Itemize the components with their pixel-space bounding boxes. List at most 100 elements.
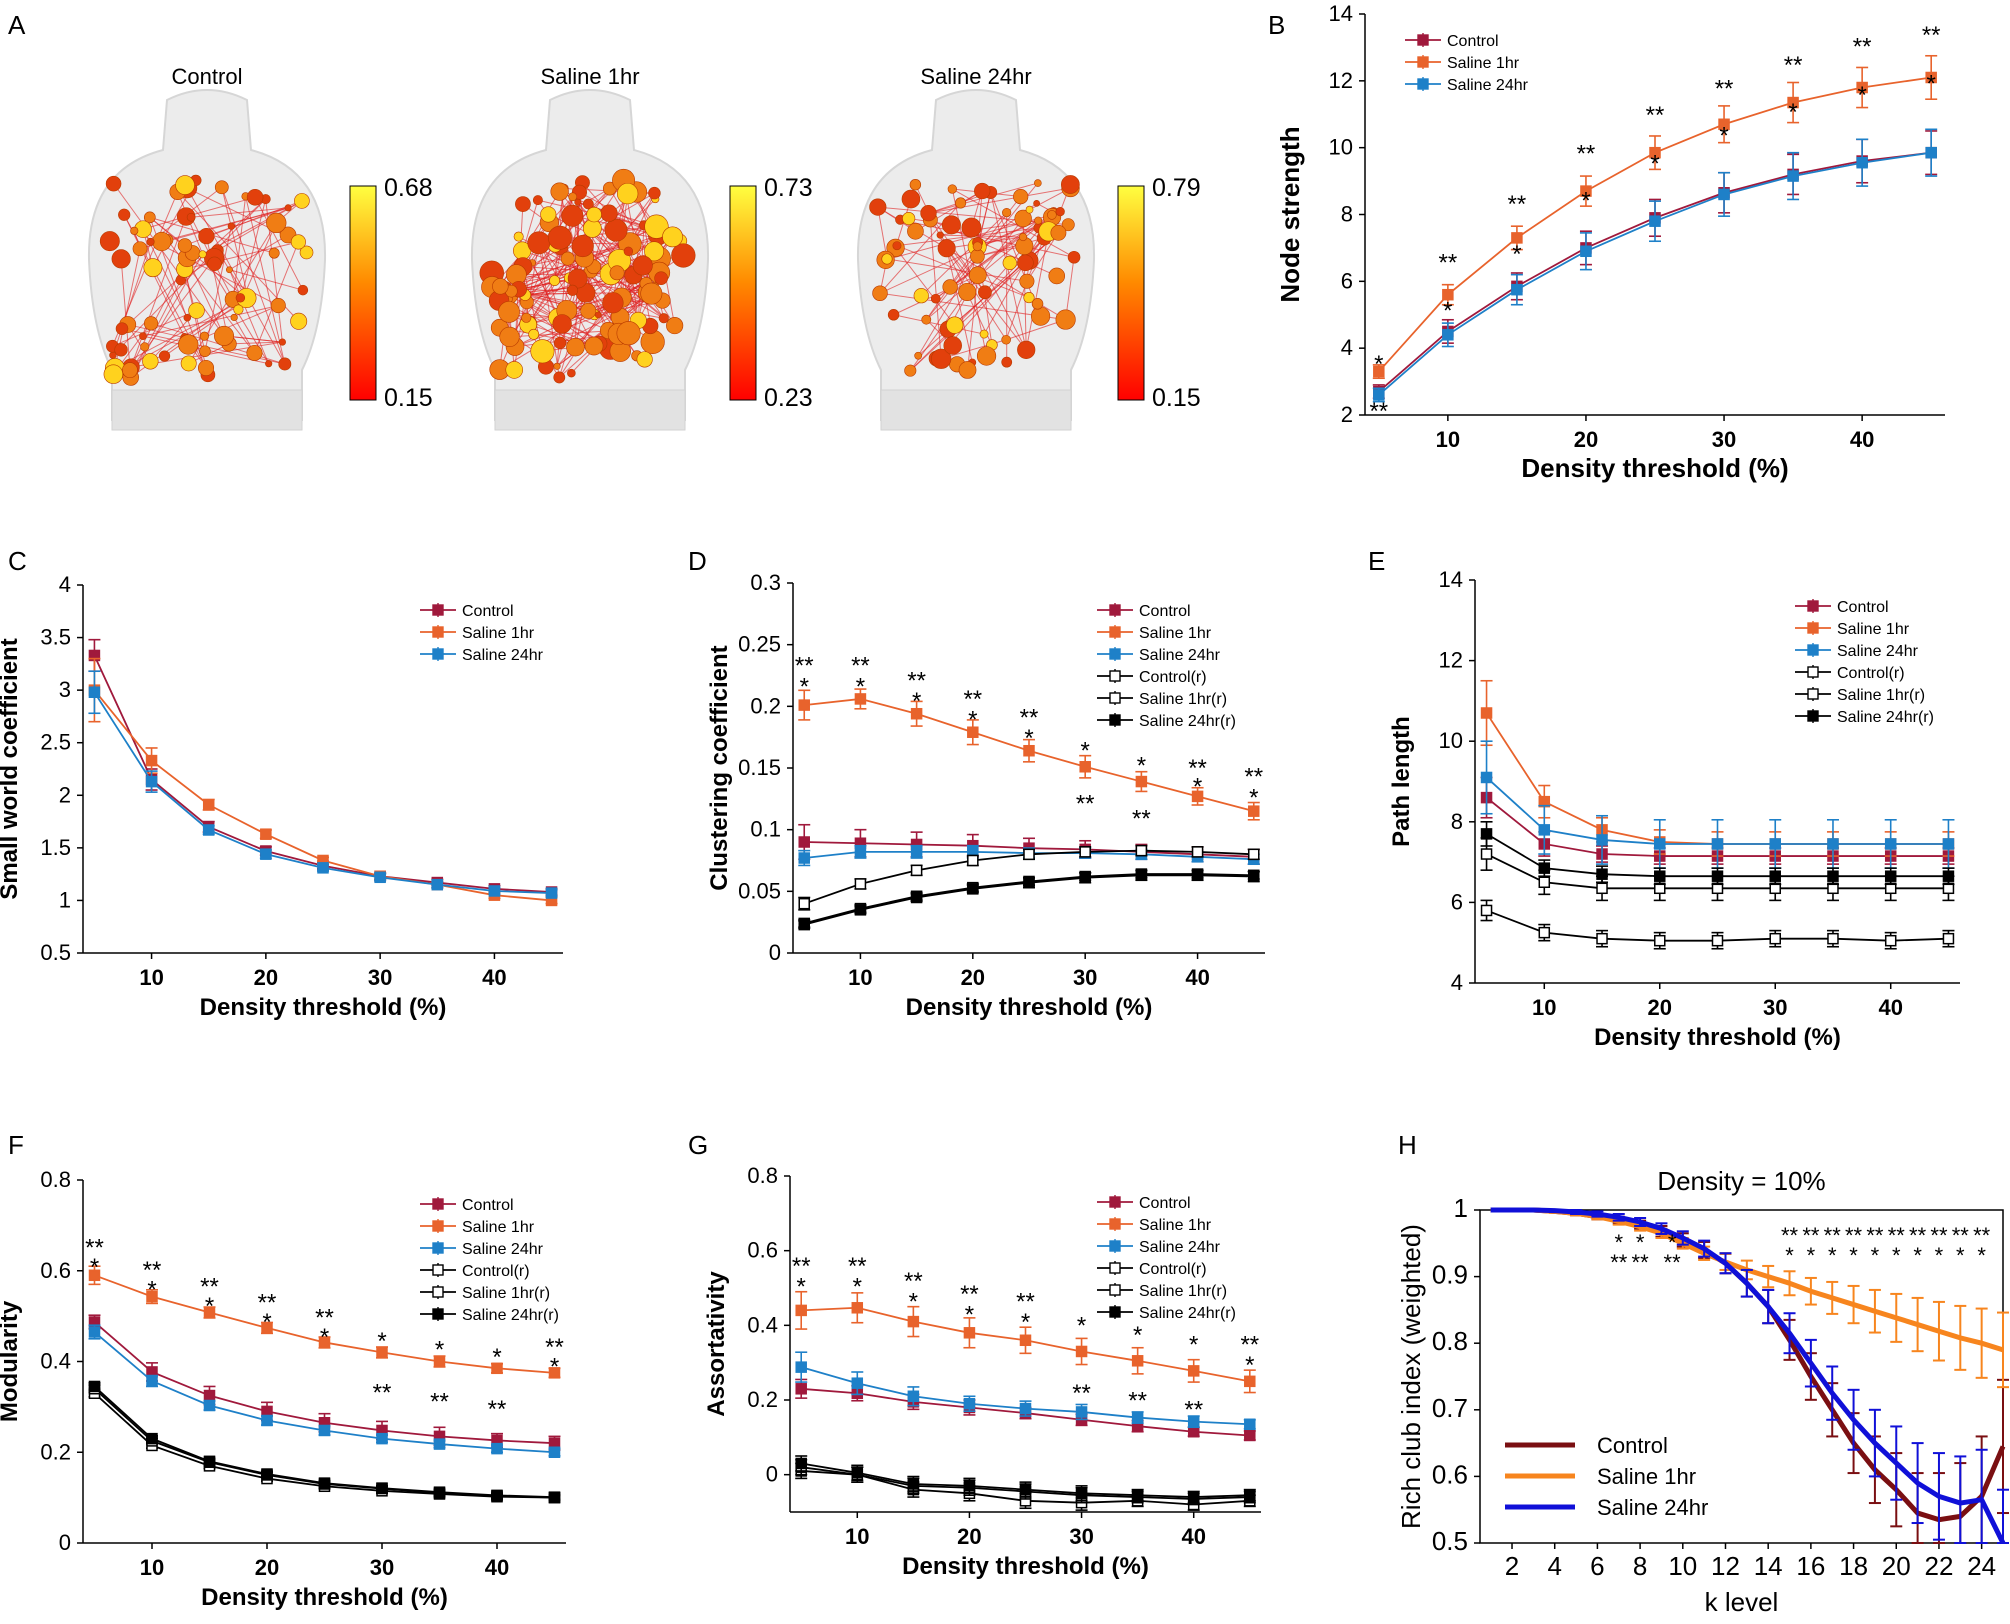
legend-marker: [1109, 670, 1121, 682]
data-point: [88, 686, 101, 698]
significance-star: **: [315, 1305, 334, 1332]
network-node: [130, 226, 139, 235]
data-point: [910, 864, 923, 877]
network-node: [142, 353, 159, 370]
y-tick-label: 1: [1454, 1193, 1468, 1223]
x-tick-label: 20: [1648, 995, 1672, 1020]
significance-star: *: [1913, 1243, 1922, 1268]
legend-label: Saline 1hr: [1837, 621, 1910, 638]
data-point: [1135, 844, 1148, 857]
data-point: [1827, 870, 1839, 882]
data-point: [854, 846, 867, 858]
legend-marker: [1417, 34, 1429, 46]
brain-network-2: Saline 1hr 0.73 0.23: [470, 64, 813, 431]
significance-star: *: [1785, 1243, 1794, 1268]
x-axis-label: Density threshold (%): [1594, 1024, 1841, 1051]
network-edge: [1065, 257, 1075, 320]
network-node: [1061, 175, 1080, 194]
network-node: [297, 284, 309, 296]
y-tick-label: 0.8: [40, 1167, 71, 1192]
network-node: [492, 278, 509, 295]
legend-marker: [1109, 714, 1121, 726]
network-node: [955, 197, 967, 209]
x-tick-label: 10: [140, 1555, 164, 1580]
data-point: [1654, 870, 1666, 882]
x-axis-label: Density threshold (%): [201, 1584, 448, 1611]
network-edge: [130, 279, 182, 378]
data-point: [1942, 870, 1955, 882]
legend-marker: [432, 1264, 444, 1276]
legend-label: Saline 24hr: [462, 647, 544, 664]
data-point: [146, 1432, 158, 1445]
data-point: [1079, 872, 1091, 884]
network-edge: [191, 207, 289, 218]
legend-label: Control: [1139, 603, 1191, 620]
series-saline-24hr: [88, 670, 558, 899]
data-point: [488, 885, 501, 897]
network-node: [554, 336, 567, 350]
network-node: [958, 282, 977, 301]
significance-star: **: [963, 686, 982, 713]
data-point: [1075, 1345, 1088, 1358]
x-tick-label: 20: [961, 965, 985, 990]
data-point: [1442, 329, 1454, 341]
x-tick-label: 20: [1882, 1551, 1911, 1581]
x-tick-label: 22: [1924, 1551, 1953, 1581]
network-node: [505, 361, 524, 379]
series-saline-1hr: [1372, 54, 1938, 380]
y-tick-label: 0.25: [738, 632, 781, 657]
network-node: [978, 285, 992, 300]
data-point: [88, 1326, 101, 1338]
x-axis-label: Density threshold (%): [906, 994, 1153, 1021]
significance-star: *: [1935, 1243, 1944, 1268]
significance-star: **: [904, 1268, 923, 1295]
legend-marker: [1109, 1284, 1121, 1296]
y-tick-label: 0.9: [1432, 1260, 1468, 1290]
data-point: [1019, 1483, 1032, 1496]
network-node: [111, 249, 131, 269]
data-point: [854, 878, 867, 890]
series-line: [1490, 1207, 2006, 1523]
network-node: [961, 217, 982, 238]
data-point: [795, 1457, 807, 1470]
network-edge: [990, 192, 1027, 350]
network-edge: [253, 241, 299, 354]
data-point: [1649, 146, 1661, 159]
significance-star: *: [1374, 351, 1383, 378]
significance-star: *: [1849, 1243, 1858, 1268]
legend-label: Saline 1hr(r): [1837, 687, 1925, 704]
significance-star: **: [1853, 34, 1872, 61]
x-tick-label: 30: [1073, 965, 1097, 990]
network-node: [600, 204, 618, 222]
y-axis-label: Path length: [1388, 716, 1415, 847]
network-node: [105, 175, 122, 192]
network-edge: [254, 197, 304, 291]
significance-star: *: [853, 1274, 862, 1301]
y-tick-label: 4: [1451, 970, 1463, 995]
x-tick-label: 40: [1181, 1524, 1205, 1549]
network-node: [921, 314, 932, 325]
data-point: [261, 1468, 273, 1480]
significance-star: *: [968, 707, 977, 734]
data-point: [1373, 389, 1385, 401]
legend-label: Saline 24hr: [1139, 647, 1221, 664]
network-node: [290, 234, 306, 250]
chart-g: G 0 0.2 0.4 0.6 0.8 10 20 30 40 Density threshold …: [688, 1130, 1261, 1580]
series-saline-24hr: [795, 1351, 1256, 1431]
chart-title: Density = 10%: [1657, 1166, 1825, 1196]
network-node: [143, 316, 159, 331]
series-line: [1378, 151, 1932, 393]
network-node: [561, 204, 584, 227]
significance-star: *: [1614, 1230, 1623, 1255]
x-tick-label: 4: [1547, 1551, 1561, 1581]
network-edge: [221, 187, 250, 301]
significance-star: **: [1128, 1387, 1147, 1414]
network-edge: [186, 187, 286, 365]
network-edge: [112, 241, 152, 356]
data-point: [1187, 1415, 1200, 1428]
network-node: [901, 189, 921, 209]
network-edge: [123, 214, 189, 345]
network-edge: [522, 235, 675, 268]
data-point: [798, 836, 810, 848]
significance-star: **: [1439, 249, 1458, 276]
